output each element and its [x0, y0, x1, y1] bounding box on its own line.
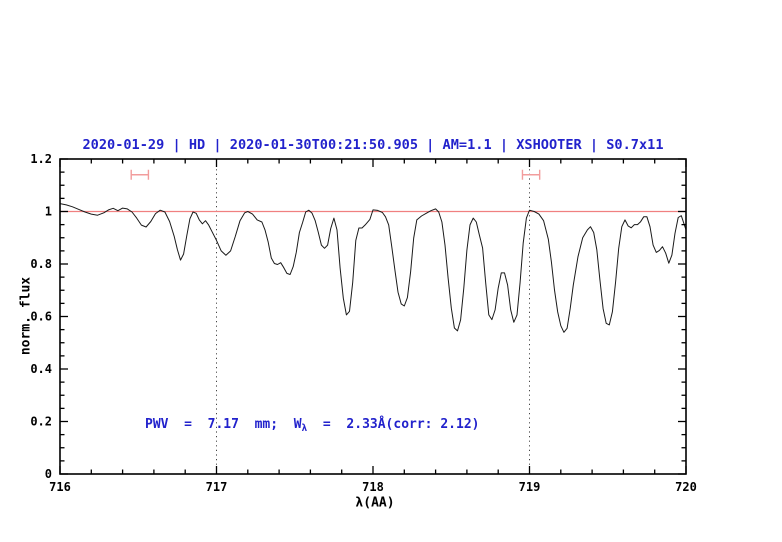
plot-title: 2020-01-29 | HD | 2020-01-30T00:21:50.90… — [82, 137, 664, 153]
y-tick-label: 0 — [45, 467, 52, 481]
x-tick-label: 717 — [206, 480, 228, 494]
x-tick-label: 720 — [675, 480, 697, 494]
y-tick-label: 0.4 — [30, 362, 52, 376]
pwv-annotation-subscript: λ — [301, 423, 308, 434]
y-tick-label: 0.8 — [30, 257, 52, 271]
pwv-annotation-prefix: PWV = 7.17 mm; W — [145, 417, 302, 432]
y-tick-label: 1 — [45, 205, 52, 219]
y-tick-label: 0.2 — [30, 415, 52, 429]
pwv-annotation-suffix: = 2.33Å(corr: 2.12) — [307, 417, 480, 432]
pwv-annotation: PWV = 7.17 mm; Wλ = 2.33Å(corr: 2.12) — [145, 417, 479, 434]
y-tick-label: 1.2 — [30, 152, 52, 166]
x-tick-label: 716 — [49, 480, 71, 494]
x-axis-label: λ(AA) — [355, 495, 395, 511]
x-tick-label: 718 — [362, 480, 384, 494]
y-axis-label: norm. flux — [18, 276, 34, 356]
y-tick-label: 0.6 — [30, 310, 52, 324]
spectrum-line — [59, 203, 687, 333]
x-tick-label: 719 — [519, 480, 541, 494]
